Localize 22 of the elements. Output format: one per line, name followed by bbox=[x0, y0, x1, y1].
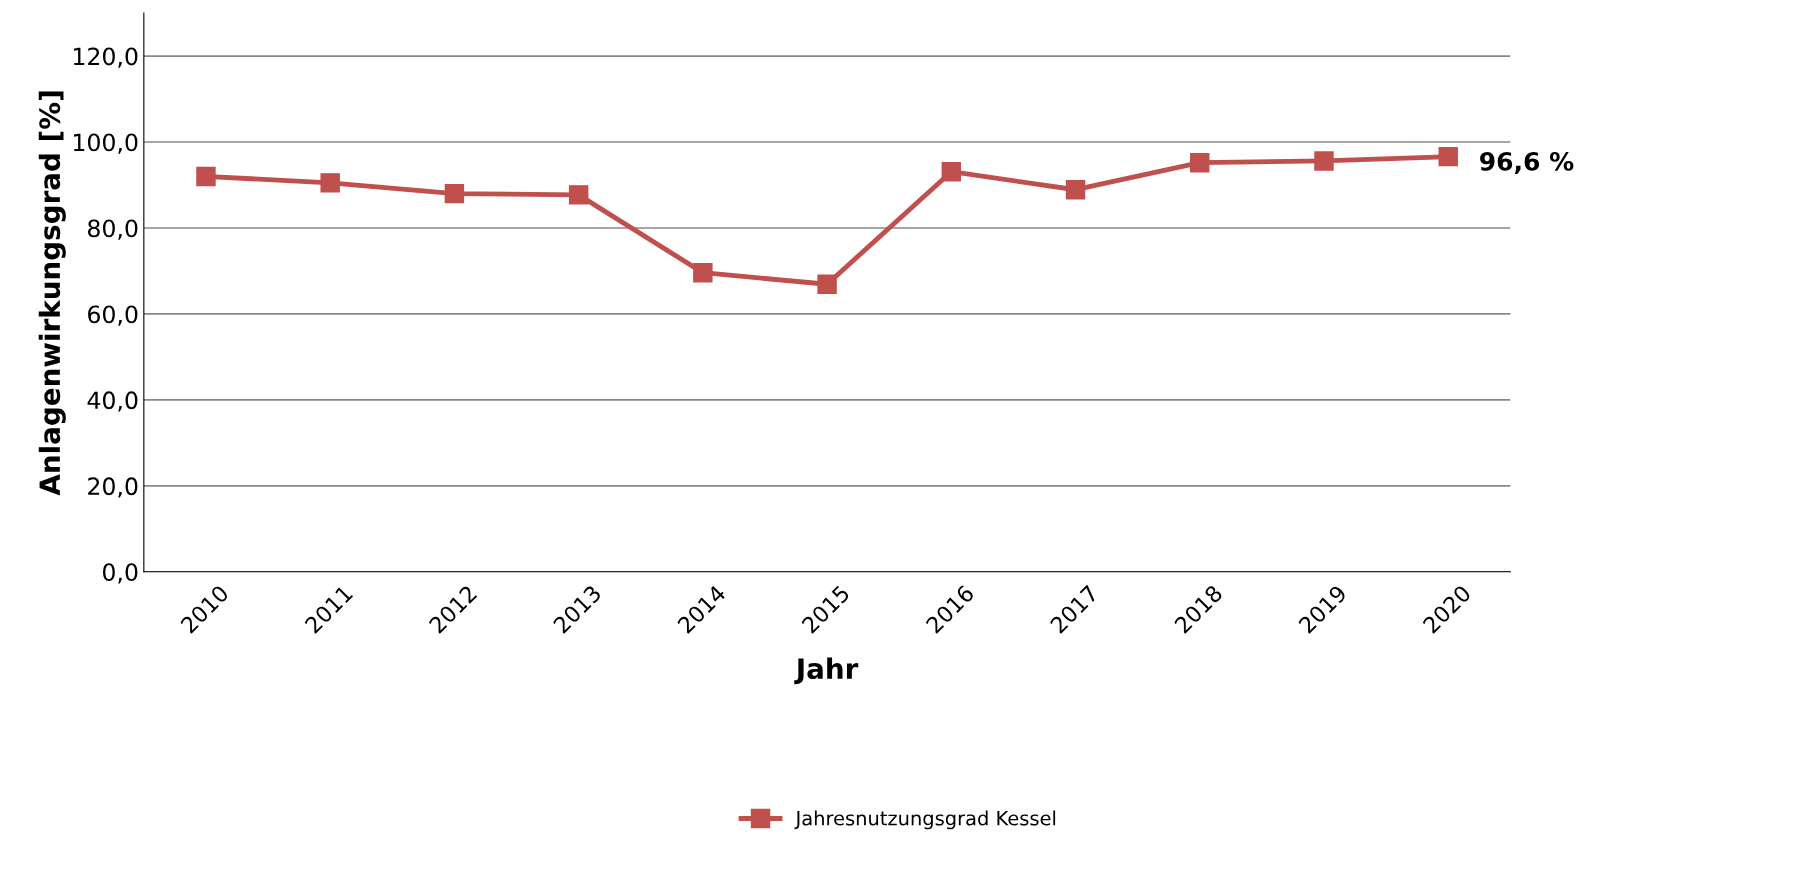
y-tick-label: 80,0 bbox=[88, 219, 138, 240]
y-tick-label: 60,0 bbox=[88, 305, 138, 326]
y-tick-label: 20,0 bbox=[88, 477, 138, 498]
y-axis-title: Anlagenwirkungsgrad [%] bbox=[38, 91, 66, 496]
x-axis-title: Jahr bbox=[794, 657, 859, 685]
point bbox=[1065, 180, 1086, 200]
y-tick-label: 120,0 bbox=[73, 47, 138, 68]
point bbox=[444, 183, 465, 204]
legend-label: Jahresnutzungsgrad Kessel bbox=[794, 810, 1056, 830]
point bbox=[1438, 146, 1458, 167]
y-tick-label: 40,0 bbox=[87, 391, 138, 412]
point bbox=[817, 274, 837, 295]
data-label: 96,6 % bbox=[1480, 151, 1574, 175]
y-tick-label: 100,0 bbox=[73, 133, 138, 154]
point bbox=[568, 185, 589, 205]
point bbox=[1314, 151, 1334, 171]
point bbox=[693, 262, 713, 283]
y-tick-label: 0,0 bbox=[102, 563, 138, 584]
point bbox=[1190, 152, 1210, 173]
point bbox=[196, 166, 216, 187]
point bbox=[941, 161, 962, 182]
point bbox=[320, 173, 340, 193]
